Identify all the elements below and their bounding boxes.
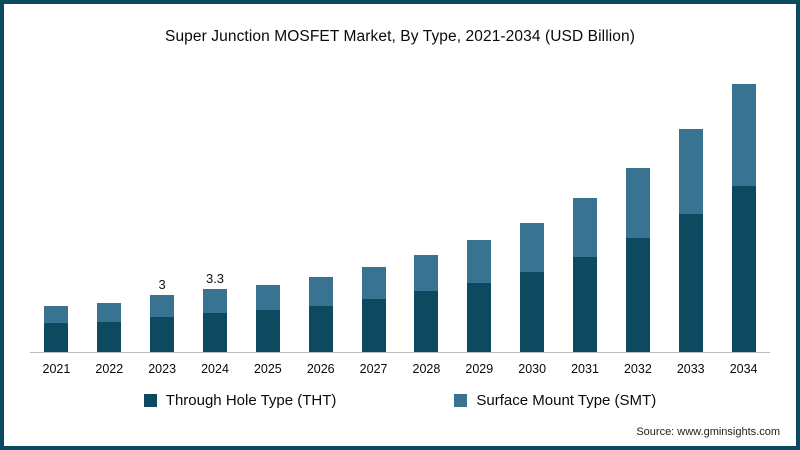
bar-segment-tht xyxy=(520,272,545,352)
bar-group xyxy=(506,52,559,352)
bar-segment-smt xyxy=(467,240,492,283)
chart-title: Super Junction MOSFET Market, By Type, 2… xyxy=(165,28,635,45)
bar-segment-tht xyxy=(731,186,756,352)
bar-segment-smt xyxy=(44,306,69,323)
legend: Through Hole Type (THT) Surface Mount Typ… xyxy=(4,392,796,409)
bar-segment-smt xyxy=(150,295,175,317)
x-axis: 2021 2022 2023 2024 2025 2026 2027 2028 2029 2030… xyxy=(30,352,770,376)
bar-segment-smt xyxy=(573,198,598,257)
bar-group xyxy=(611,52,664,352)
x-axis-label: 2031 xyxy=(571,362,599,376)
bar-group xyxy=(347,52,400,352)
x-axis-label: 2026 xyxy=(306,362,335,376)
bar-group xyxy=(453,52,506,352)
bar-segment-smt xyxy=(520,223,545,272)
bar-group xyxy=(664,52,717,352)
x-axis-label: 2027 xyxy=(359,362,388,376)
bar-group: 3 xyxy=(136,52,189,352)
bar-segment-smt xyxy=(678,129,703,214)
bar-group: 3.3 xyxy=(189,52,242,352)
legend-swatch-tht xyxy=(143,394,157,407)
bar-segment-smt xyxy=(203,289,227,313)
bar-segment-tht xyxy=(150,317,175,352)
bar-segment-tht xyxy=(255,310,280,352)
plot-area: 3 3.3 2021 2022 2023 2024 2025 2026 2027 2028 202… xyxy=(4,52,796,376)
bar-group xyxy=(294,52,347,352)
bar-group xyxy=(717,52,770,352)
x-axis-label: 2033 xyxy=(676,362,705,376)
bar-segment-tht xyxy=(573,257,598,352)
x-axis-label: 2029 xyxy=(465,362,494,376)
x-axis-label: 2024 xyxy=(201,362,229,376)
bar-segment-smt xyxy=(97,303,122,322)
bar-segment-smt xyxy=(308,277,333,306)
bars-container: 3 3.3 xyxy=(30,52,770,352)
bar-segment-tht xyxy=(678,214,703,352)
bar-segment-tht xyxy=(203,313,227,352)
bar-group xyxy=(400,52,453,352)
bar-segment-tht xyxy=(97,322,122,352)
bar-segment-smt xyxy=(255,285,280,310)
source-text: Source: www.gminsights.com xyxy=(636,426,780,438)
bar-segment-tht xyxy=(308,306,333,352)
bar-segment-smt xyxy=(414,255,439,291)
bar-group xyxy=(241,52,294,352)
bar-value-label: 3 xyxy=(158,277,166,292)
legend-item-tht: Through Hole Type (THT) xyxy=(143,392,337,409)
x-axis-label: 2021 xyxy=(42,362,71,376)
bar-segment-smt xyxy=(731,84,756,186)
bar-value-label: 3.3 xyxy=(205,271,225,286)
x-axis-label: 2034 xyxy=(729,362,758,376)
bar-segment-tht xyxy=(44,323,69,352)
x-axis-label: 2030 xyxy=(518,362,547,376)
legend-swatch-smt xyxy=(454,394,468,407)
x-axis-label: 2025 xyxy=(253,362,282,376)
bar-group xyxy=(30,52,83,352)
x-axis-label: 2023 xyxy=(148,362,177,376)
bar-segment-tht xyxy=(625,238,650,352)
x-axis-label: 2032 xyxy=(623,362,652,376)
bar-segment-tht xyxy=(361,299,386,352)
x-axis-label: 2022 xyxy=(95,362,124,376)
bar-group xyxy=(83,52,136,352)
x-axis-label: 2028 xyxy=(412,362,441,376)
legend-label: Surface Mount Type (SMT) xyxy=(476,392,657,409)
bar-segment-smt xyxy=(625,168,650,238)
bar-segment-tht xyxy=(414,291,439,352)
bar-segment-smt xyxy=(361,267,386,299)
legend-label: Through Hole Type (THT) xyxy=(165,392,337,409)
bar-group xyxy=(559,52,612,352)
bar-segment-tht xyxy=(467,283,492,352)
legend-item-smt: Surface Mount Type (SMT) xyxy=(454,392,656,409)
